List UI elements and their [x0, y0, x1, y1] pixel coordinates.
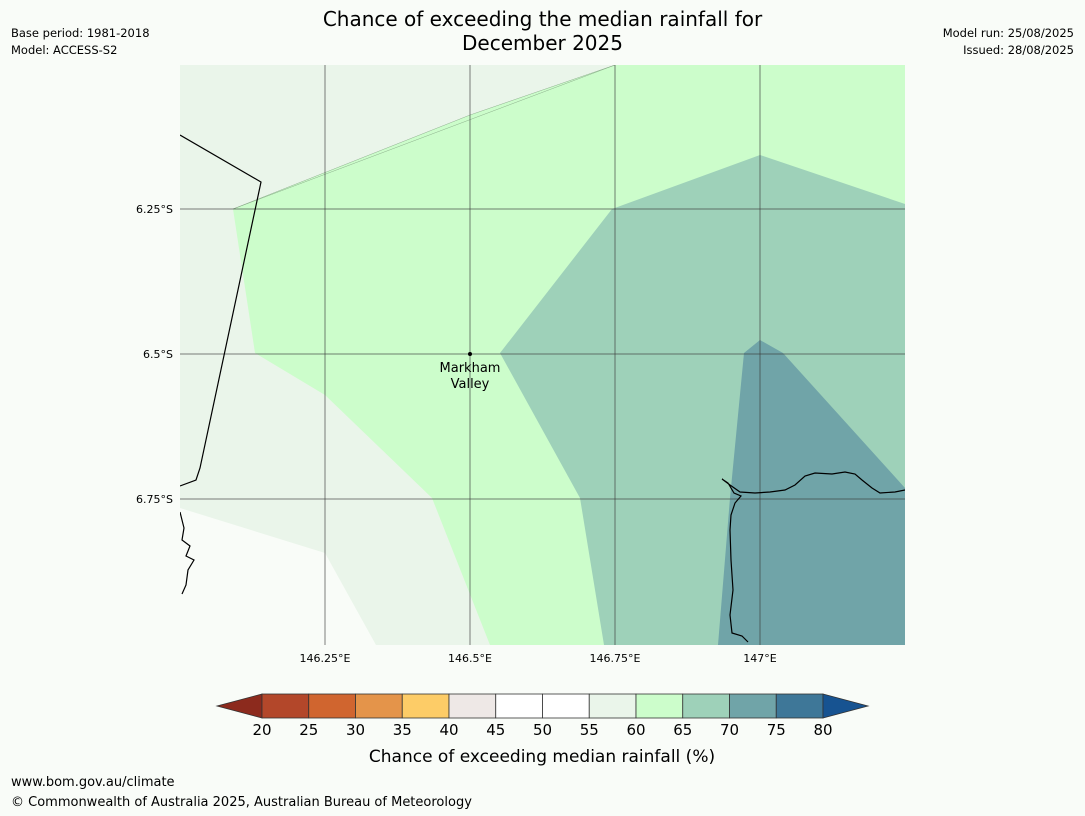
colorbar-tick-25: 25	[299, 721, 318, 739]
title-line-1: Chance of exceeding the median rainfall …	[322, 7, 763, 31]
colorbar-extend-high	[822, 693, 870, 719]
coastline-gulf	[721, 471, 905, 643]
contour-60	[232, 65, 616, 210]
coastline-west	[180, 511, 195, 595]
issued-date: Issued: 28/08/2025	[963, 43, 1074, 57]
colorbar-swatch-40-45	[448, 693, 497, 719]
colorbar-tick-40: 40	[439, 721, 458, 739]
colorbar-label: Chance of exceeding median rainfall (%)	[369, 747, 715, 767]
title-line-2: December 2025	[462, 31, 623, 55]
colorbar-swatch-20-25	[261, 693, 310, 719]
province-border	[180, 134, 262, 487]
place-label-line-1: Markham	[440, 361, 501, 376]
place-markham-valley[interactable]: Markham Valley	[440, 352, 501, 392]
colorbar-swatch-65-70	[682, 693, 730, 719]
footer-url[interactable]: www.bom.gov.au/climate	[11, 775, 175, 790]
map-fill-layers	[180, 65, 905, 645]
lat-label-6-25: 6.25°S	[136, 203, 173, 216]
place-label-line-2: Valley	[451, 377, 490, 392]
lon-label-147: 147°E	[743, 652, 776, 665]
colorbar-tick-45: 45	[486, 721, 505, 739]
colorbar-swatch-45-50	[495, 693, 543, 719]
colorbar-extend-low	[215, 693, 263, 719]
colorbar-swatch-60-65	[635, 693, 684, 719]
region-70-75	[718, 340, 905, 645]
colorbar-tick-65: 65	[673, 721, 692, 739]
rainfall-map[interactable]: 6.25°S 6.5°S 6.75°S 146.25°E 146.5°E 146…	[0, 0, 1085, 680]
colorbar-tick-70: 70	[720, 721, 739, 739]
colorbar-tick-35: 35	[393, 721, 412, 739]
lat-labels: 6.25°S 6.5°S 6.75°S	[136, 203, 173, 506]
lon-label-146-75: 146.75°E	[590, 652, 641, 665]
graticule	[180, 65, 905, 645]
map-title: Chance of exceeding the median rainfall …	[0, 7, 1085, 55]
colorbar-tick-75: 75	[767, 721, 786, 739]
colorbar-swatch-35-40	[401, 693, 450, 719]
lat-label-6-5: 6.5°S	[143, 348, 173, 361]
colorbar-swatch-30-35	[355, 693, 403, 719]
lon-labels: 146.25°E 146.5°E 146.75°E 147°E	[300, 652, 777, 665]
colorbar-swatch-70-75	[729, 693, 777, 719]
colorbar-swatch-50-55	[542, 693, 590, 719]
colorbar-tick-20: 20	[252, 721, 271, 739]
colorbar-tick-50: 50	[533, 721, 552, 739]
colorbar-tick-55: 55	[580, 721, 599, 739]
base-period: Base period: 1981-2018	[11, 26, 150, 40]
colorbar-ticks: 20 25 30 35 40 45 50 55 60 65 70 75 80	[252, 721, 832, 739]
lat-label-6-75: 6.75°S	[136, 493, 173, 506]
place-marker-icon[interactable]	[468, 352, 472, 356]
colorbar-swatches	[215, 693, 870, 719]
colorbar-tick-60: 60	[626, 721, 645, 739]
base-info: Base period: 1981-2018 Model: ACCESS-S2	[11, 25, 150, 59]
model-name: Model: ACCESS-S2	[11, 43, 118, 57]
model-run: Model run: 25/08/2025	[942, 26, 1074, 40]
colorbar-swatch-75-80	[775, 693, 824, 719]
colorbar-tick-30: 30	[346, 721, 365, 739]
colorbar-swatch-55-60	[588, 693, 637, 719]
run-info: Model run: 25/08/2025 Issued: 28/08/2025	[943, 25, 1074, 59]
colorbar-swatch-25-30	[308, 693, 356, 719]
lon-label-146-5: 146.5°E	[448, 652, 492, 665]
colorbar-tick-80: 80	[813, 721, 832, 739]
footer-copyright: © Commonwealth of Australia 2025, Austra…	[11, 795, 472, 810]
lon-label-146-25: 146.25°E	[300, 652, 351, 665]
